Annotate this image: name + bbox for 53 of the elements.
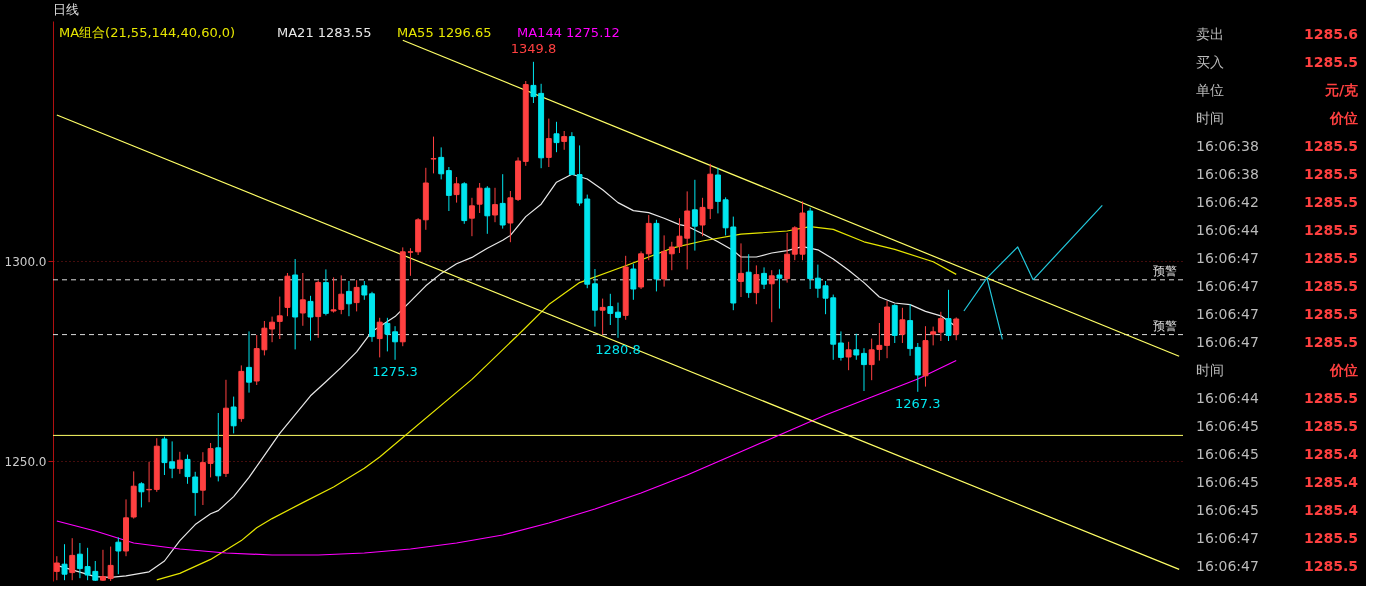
text: 16:06:45 (1196, 446, 1259, 462)
text: MA55 1296.65 (397, 25, 492, 40)
text: 16:06:38 (1196, 138, 1259, 154)
text: 价位 (1329, 110, 1358, 126)
y-tick-label: 1250.0 (4, 454, 47, 469)
text: 16:06:47 (1196, 306, 1259, 322)
text: 1285.5 (1303, 54, 1358, 70)
text: 1285.5 (1303, 278, 1358, 294)
text: 1285.5 (1303, 166, 1358, 182)
text: 16:06:45 (1196, 474, 1259, 490)
text: 1285.5 (1303, 138, 1358, 154)
text: 1285.5 (1303, 250, 1358, 266)
text: 元/克 (1323, 82, 1359, 98)
text: 1285.5 (1303, 306, 1358, 322)
text: 时间 (1196, 110, 1224, 126)
text: 1285.4 (1303, 446, 1359, 462)
text: 16:06:42 (1196, 194, 1259, 210)
y-tick-label: 1300.0 (4, 254, 47, 269)
annotation: 1267.3 (895, 395, 941, 411)
text: 1285.5 (1303, 418, 1358, 434)
text: 时间 (1196, 362, 1224, 378)
text: MA144 1275.12 (517, 25, 620, 40)
text: 1285.5 (1303, 222, 1358, 238)
text: 1285.5 (1303, 558, 1358, 574)
text: 16:06:38 (1196, 166, 1259, 182)
text: 16:06:44 (1196, 222, 1259, 238)
legend-title: MA组合(21,55,144,40,60,0) (59, 25, 236, 40)
text: 16:06:47 (1196, 558, 1259, 574)
ref-line-label: 预警 (1153, 318, 1177, 333)
text: 1285.4 (1303, 502, 1359, 518)
annotation: 1280.8 (595, 341, 641, 357)
text: 买入 (1196, 54, 1224, 70)
text: 16:06:47 (1196, 250, 1259, 266)
text: 16:06:45 (1196, 502, 1259, 518)
text: 1285.6 (1303, 26, 1358, 42)
chart-title: 日线 (53, 2, 79, 17)
text: 16:06:47 (1196, 530, 1259, 546)
text: 1285.5 (1303, 390, 1358, 406)
text: 1285.5 (1303, 530, 1358, 546)
text: 1285.5 (1303, 334, 1358, 350)
text: 卖出 (1196, 26, 1224, 42)
text: 价位 (1329, 362, 1358, 378)
text: MA21 1283.55 (277, 25, 372, 40)
ref-line-label: 预警 (1153, 263, 1177, 278)
text: 16:06:47 (1196, 278, 1259, 294)
text: 16:06:47 (1196, 334, 1259, 350)
text: 1285.5 (1303, 194, 1358, 210)
text: 单位 (1196, 82, 1224, 98)
text: 16:06:44 (1196, 390, 1259, 406)
text: 1285.4 (1303, 474, 1359, 490)
annotation: 1349.8 (510, 40, 557, 56)
annotation: 1275.3 (372, 363, 418, 379)
text: 16:06:45 (1196, 418, 1259, 434)
